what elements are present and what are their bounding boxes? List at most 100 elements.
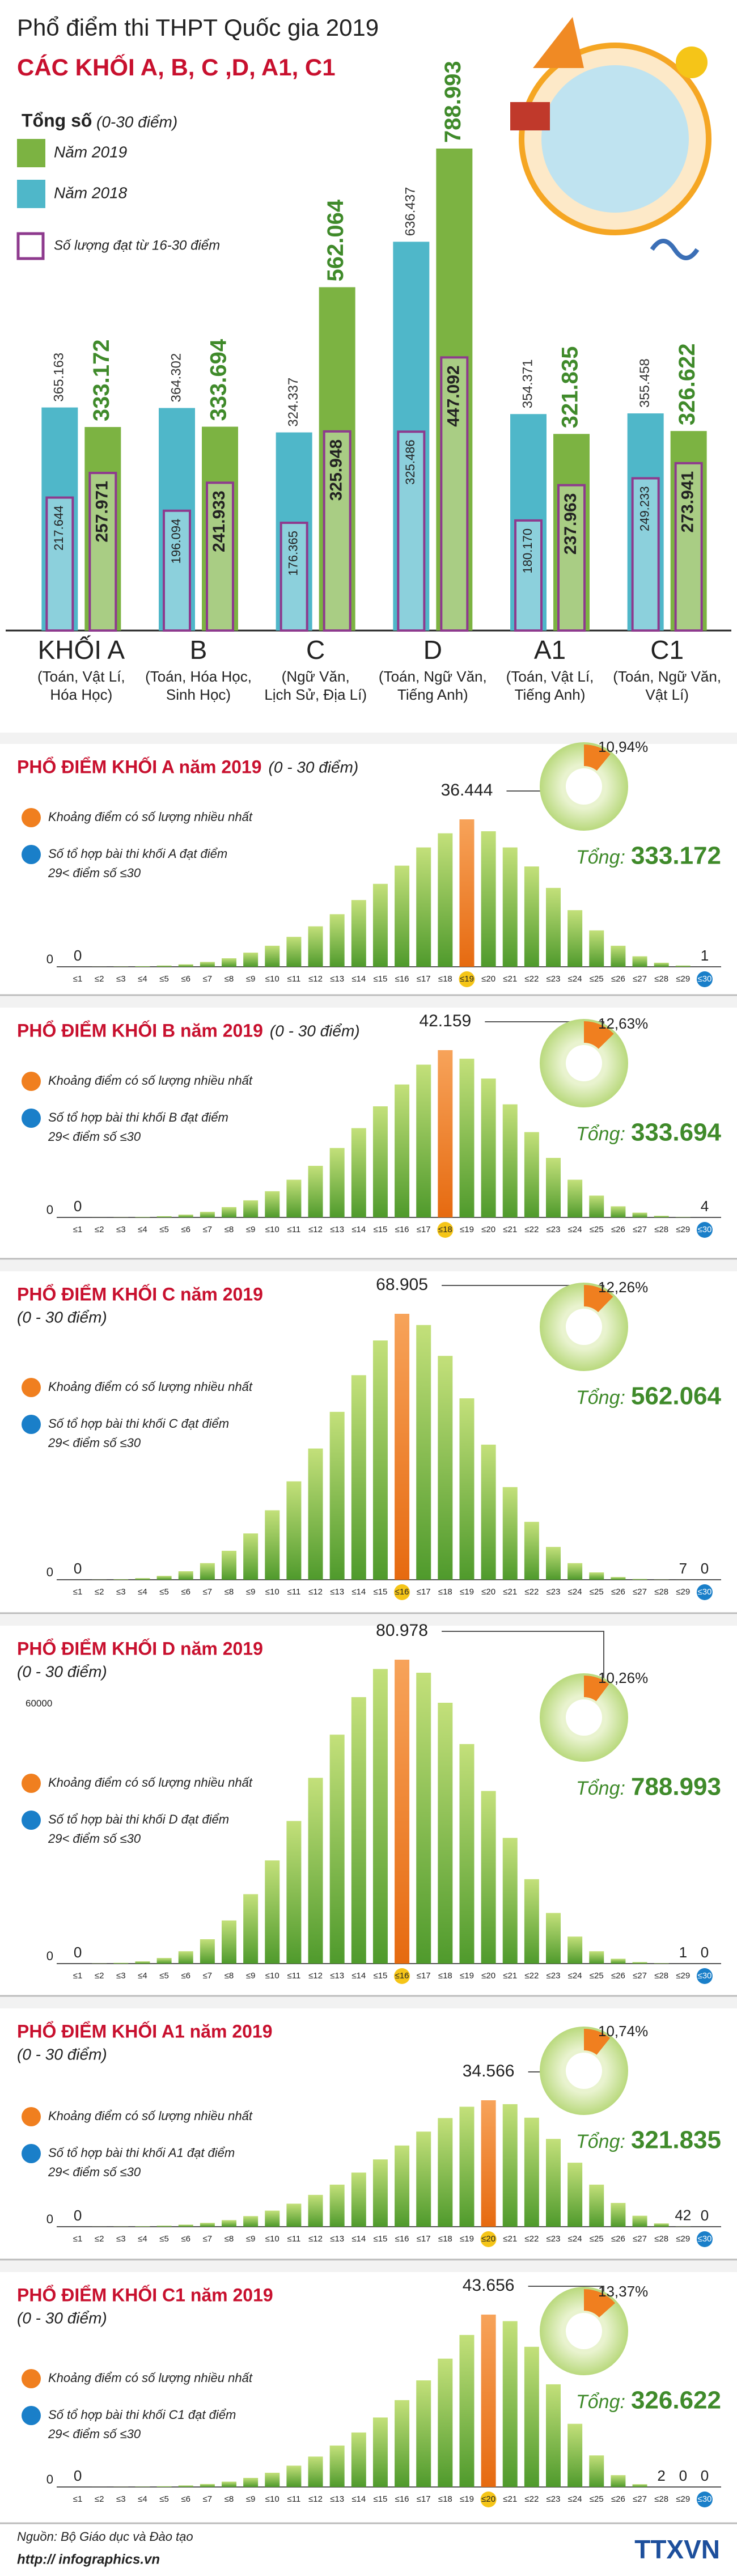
category-note: Tiếng Anh) [515, 686, 586, 703]
bar [135, 1578, 150, 1580]
x-tick-label: ≤21 [503, 1225, 517, 1234]
bar [308, 2456, 323, 2487]
sub-value-label: 273.941 [679, 471, 697, 532]
legend-label: Số tổ hợp bài thi khối D đạt điểm [48, 1812, 229, 1826]
x-tick-label: ≤26 [611, 2234, 625, 2244]
x-tick-label: ≤23 [547, 1587, 561, 1597]
x-tick-label: ≤25 [590, 2494, 604, 2504]
x-tick-label: ≤30 [697, 974, 711, 984]
bar [438, 1702, 453, 1964]
x-tick-label: ≤3 [116, 2234, 126, 2244]
bar [459, 2107, 475, 2227]
x-tick-label: ≤6 [181, 1225, 190, 1234]
bar [611, 1959, 626, 1964]
x-tick-label: ≤17 [417, 2234, 431, 2244]
x-tick-label: ≤6 [181, 1971, 190, 1981]
bar [308, 1448, 323, 1580]
panel-subtitle: (0 - 30 điểm) [269, 758, 359, 776]
bar [308, 2194, 323, 2227]
value-label: 0 [679, 2467, 687, 2484]
x-tick-label: ≤10 [265, 2234, 279, 2244]
bar [265, 945, 280, 967]
legend-title: Tổng số [22, 110, 92, 130]
bar [395, 865, 410, 967]
x-tick-label: ≤5 [159, 1225, 169, 1234]
x-tick-label: ≤24 [568, 1971, 582, 1981]
decor-ring [519, 43, 711, 235]
category-label: C1 [650, 635, 684, 665]
x-tick-label: ≤16 [395, 1971, 409, 1981]
sub-value-label: 325.486 [403, 439, 417, 485]
bar [675, 965, 691, 967]
bar [546, 1158, 561, 1217]
bar [372, 1669, 388, 1964]
x-tick-label: ≤23 [547, 1971, 561, 1981]
x-tick-label: ≤13 [330, 2234, 344, 2244]
panel-bg [0, 2261, 737, 2272]
x-tick-label: ≤22 [524, 1225, 539, 1234]
category-note: Sinh Học) [166, 686, 231, 703]
bar [459, 1059, 475, 1217]
x-tick-label: ≤14 [351, 1587, 366, 1597]
panel-bg [0, 1614, 737, 1626]
legend-label: Khoảng điểm có số lượng nhiều nhất [48, 2371, 253, 2385]
x-tick-label: ≤5 [159, 974, 169, 984]
x-tick-label: ≤9 [246, 1971, 256, 1981]
peak-bar [481, 2100, 496, 2227]
total-value: 326.622 [631, 2387, 721, 2414]
bar [265, 1510, 280, 1580]
panel-subtitle: (0 - 30 điểm) [17, 1308, 107, 1326]
bar [156, 2486, 172, 2487]
x-tick-label: ≤6 [181, 2234, 190, 2244]
bar [178, 1215, 193, 1217]
legend-dot [22, 1109, 41, 1128]
panel-subtitle: (0 - 30 điểm) [270, 1022, 360, 1039]
bar [524, 866, 539, 967]
x-tick-label: ≤11 [287, 2234, 300, 2244]
y-tick-label: 0 [46, 2472, 53, 2486]
peak-label: 43.656 [463, 2276, 515, 2295]
bar [611, 2475, 626, 2487]
bar [438, 833, 453, 967]
bar [113, 1579, 129, 1580]
donut-hole [566, 768, 602, 805]
peak-label: 42.159 [419, 1012, 471, 1030]
bar [329, 1735, 345, 1964]
panel-subtitle: (0 - 30 điểm) [17, 2309, 107, 2327]
bar [265, 1191, 280, 1217]
legend-swatch [17, 180, 45, 208]
value-label: 354.371 [520, 359, 535, 408]
bar [546, 1547, 561, 1580]
bar [286, 1481, 302, 1580]
bar [654, 2223, 669, 2227]
x-tick-label: ≤1 [73, 974, 83, 984]
bar [329, 1148, 345, 1217]
sub-bar [279, 521, 308, 632]
bar [200, 1563, 215, 1580]
x-tick-label: ≤16 [395, 2234, 409, 2244]
value-label: 0 [74, 2467, 82, 2484]
bar [286, 1179, 302, 1217]
x-tick-label: ≤18 [438, 1971, 452, 1981]
x-tick-label: ≤9 [246, 2494, 256, 2504]
x-tick-label: ≤29 [676, 974, 690, 984]
panel-bg [0, 733, 737, 744]
sub-value-label: 447.092 [444, 365, 463, 426]
x-tick-label: ≤29 [676, 2494, 690, 2504]
sub-bar [440, 356, 469, 632]
y-tick-label: 0 [46, 1565, 53, 1579]
x-tick-label: ≤4 [138, 974, 147, 984]
donut-share [542, 1285, 626, 1369]
total-prefix: Tổng: [576, 1123, 625, 1145]
sub-value-label: 241.933 [210, 490, 228, 552]
x-tick-label: ≤29 [676, 1971, 690, 1981]
x-tick-label: ≤30 [697, 1225, 711, 1234]
x-tick-label: ≤25 [590, 1225, 604, 1234]
peak-connector [442, 1631, 604, 1684]
x-tick-label: ≤10 [265, 1971, 279, 1981]
share-label: 13,37% [598, 2283, 648, 2300]
x-tick-label: ≤6 [181, 1587, 190, 1597]
x-tick-label: ≤4 [138, 2234, 147, 2244]
bar [632, 1212, 647, 1217]
